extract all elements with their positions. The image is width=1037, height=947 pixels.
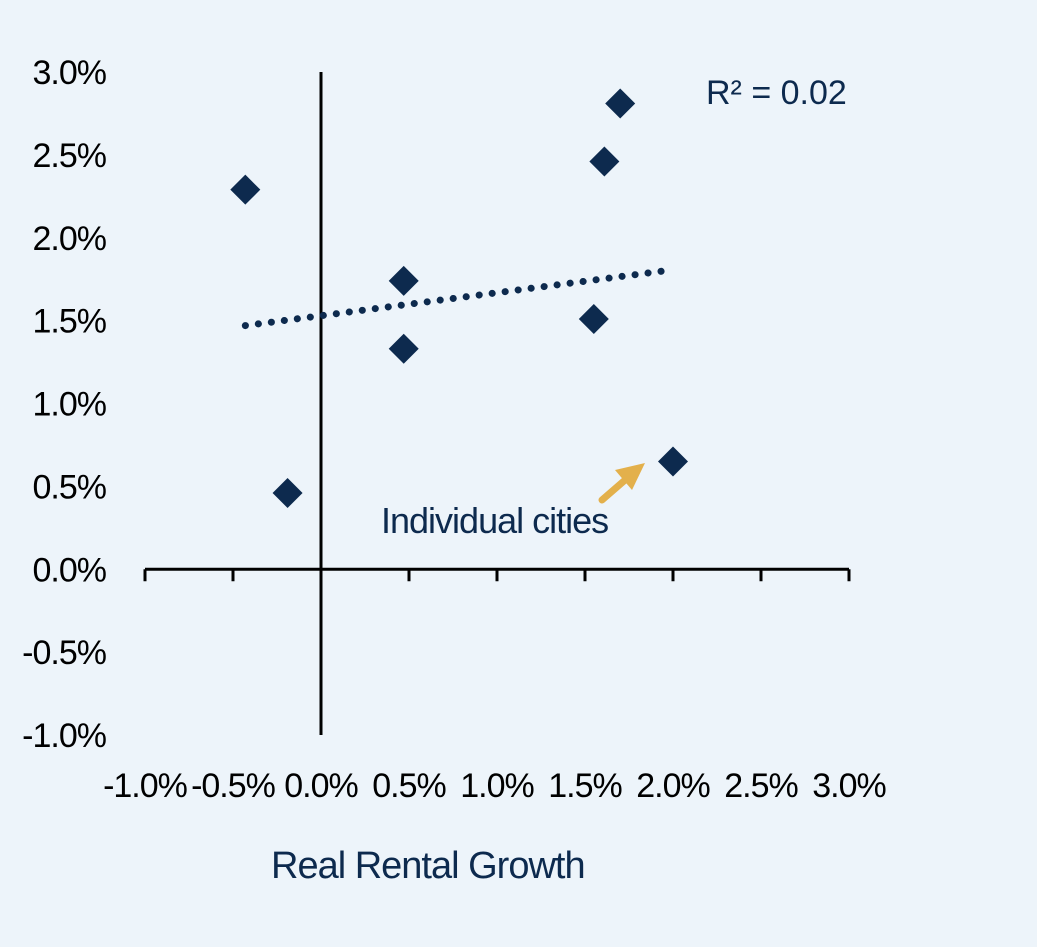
callout-arrow bbox=[598, 463, 645, 504]
y-tick-label: 2.5% bbox=[33, 137, 107, 175]
callout-label: Individual cities bbox=[381, 500, 608, 541]
y-tick-label: 1.5% bbox=[33, 303, 107, 341]
scatter-point bbox=[578, 303, 609, 334]
y-tick-label: 0.5% bbox=[33, 468, 107, 506]
y-tick-label: 0.0% bbox=[33, 551, 107, 589]
scatter-point bbox=[658, 446, 688, 477]
trendline-line bbox=[241, 267, 668, 330]
scatter-point bbox=[272, 478, 303, 509]
x-tick-label: 0.5% bbox=[372, 767, 446, 805]
trendline bbox=[241, 267, 668, 330]
scatter-point bbox=[589, 146, 620, 177]
scatter-point bbox=[388, 265, 419, 296]
x-tick-label: 2.0% bbox=[636, 767, 710, 805]
x-tick-label: 1.5% bbox=[548, 767, 622, 805]
y-tick-label: 1.0% bbox=[33, 386, 107, 424]
r-squared-label: R² = 0.02 bbox=[706, 74, 847, 112]
x-tick-label: -0.5% bbox=[191, 767, 276, 805]
x-tick-label: 2.5% bbox=[724, 767, 798, 805]
x-tick-label: -1.0% bbox=[103, 767, 188, 805]
y-tick-label: -0.5% bbox=[22, 634, 107, 672]
tick-labels: 3.0%2.5%2.0%1.5%1.0%0.5%0.0%-0.5%-1.0%-1… bbox=[22, 54, 887, 805]
x-tick-label: 3.0% bbox=[812, 767, 886, 805]
x-axis-title: Real Rental Growth bbox=[271, 845, 585, 887]
x-tick-label: 1.0% bbox=[460, 767, 534, 805]
y-tick-label: -1.0% bbox=[22, 717, 107, 755]
data-points bbox=[230, 88, 688, 509]
scatter-point bbox=[388, 333, 419, 364]
scatter-point bbox=[230, 174, 261, 205]
scatter-point bbox=[605, 88, 636, 119]
x-tick-label: 0.0% bbox=[284, 767, 358, 805]
callout-arrow-head bbox=[615, 463, 645, 490]
y-tick-label: 2.0% bbox=[33, 220, 107, 258]
y-tick-label: 3.0% bbox=[33, 54, 107, 92]
axes bbox=[143, 72, 851, 735]
